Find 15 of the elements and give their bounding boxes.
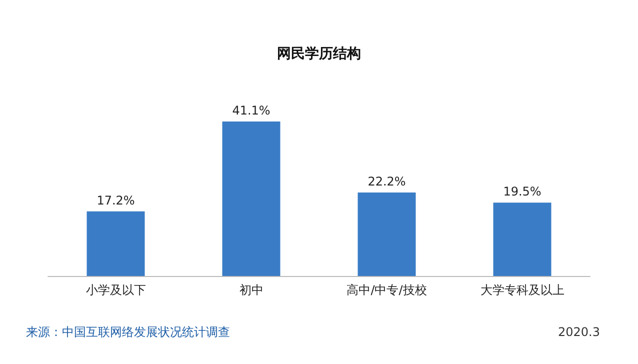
x-tick-label: 高中/中专/技校 xyxy=(346,283,427,297)
chart-title: 网民学历结构 xyxy=(277,46,361,62)
bar xyxy=(358,192,416,276)
data-label: 22.2% xyxy=(368,174,406,189)
x-tick-label: 小学及以下 xyxy=(86,283,146,297)
data-label: 17.2% xyxy=(96,193,135,208)
data-label: 19.5% xyxy=(503,184,542,199)
text: 2020.3 xyxy=(558,325,600,339)
data-label: 41.1% xyxy=(232,103,270,118)
source-note: 来源：中国互联网络发展状况统计调查 xyxy=(26,325,230,339)
bar xyxy=(222,121,280,276)
bar xyxy=(86,211,145,276)
x-tick-label: 大学专科及以上 xyxy=(480,283,564,297)
bar xyxy=(493,202,552,276)
x-tick-label: 初中 xyxy=(239,283,264,297)
